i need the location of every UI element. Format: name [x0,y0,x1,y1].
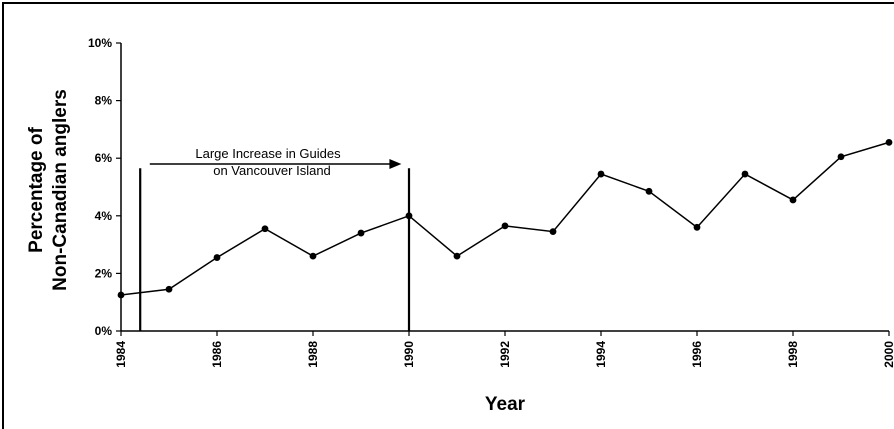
x-tick-label: 2000 [882,341,894,368]
y-axis-title-line1: Percentage of [26,127,47,253]
annotation-text-line2: on Vancouver Island [213,163,331,178]
annotation: Large Increase in Guides on Vancouver Is… [139,146,411,331]
data-point [405,212,413,220]
y-ticks: 0% 2% 4% 6% 8% 10% [88,36,121,338]
y-tick-label: 8% [95,94,113,108]
x-tick-label: 1990 [402,341,416,368]
x-tick-label: 1998 [786,341,800,368]
x-ticks: 1984 1986 1988 1990 1992 1994 1996 1998 2000 [114,331,894,368]
data-point [885,138,893,146]
data-point [165,285,173,293]
data-point [645,187,653,195]
data-point [357,229,365,237]
data-point [597,170,605,178]
y-tick-label: 2% [95,266,113,280]
y-tick-label: 6% [95,151,113,165]
y-axis-title-line2: Non-Canadian anglers [50,89,71,291]
data-point [837,153,845,161]
data-point [549,228,557,236]
data-point [117,291,125,299]
annotation-arrow-head [389,158,402,169]
data-point [501,222,509,230]
data-point [693,223,701,231]
data-point [789,196,797,204]
annotation-text-line1: Large Increase in Guides [195,146,341,161]
x-tick-label: 1988 [306,341,320,368]
x-tick-label: 1994 [594,341,608,368]
x-tick-label: 1984 [114,341,128,368]
data-point [309,252,317,260]
x-tick-label: 1996 [690,341,704,368]
x-tick-label: 1986 [210,341,224,368]
data-series [117,138,893,299]
x-tick-label: 1992 [498,341,512,368]
y-tick-label: 10% [88,36,112,50]
y-tick-label: 4% [95,209,113,223]
data-point [453,252,461,260]
data-point [261,225,269,233]
x-axis-title: Year [485,394,526,415]
y-axis-title: Percentage of Non-Canadian anglers [26,89,71,291]
data-point [213,254,221,261]
y-tick-label: 0% [95,324,113,338]
axes [120,43,889,332]
data-point [741,170,749,178]
